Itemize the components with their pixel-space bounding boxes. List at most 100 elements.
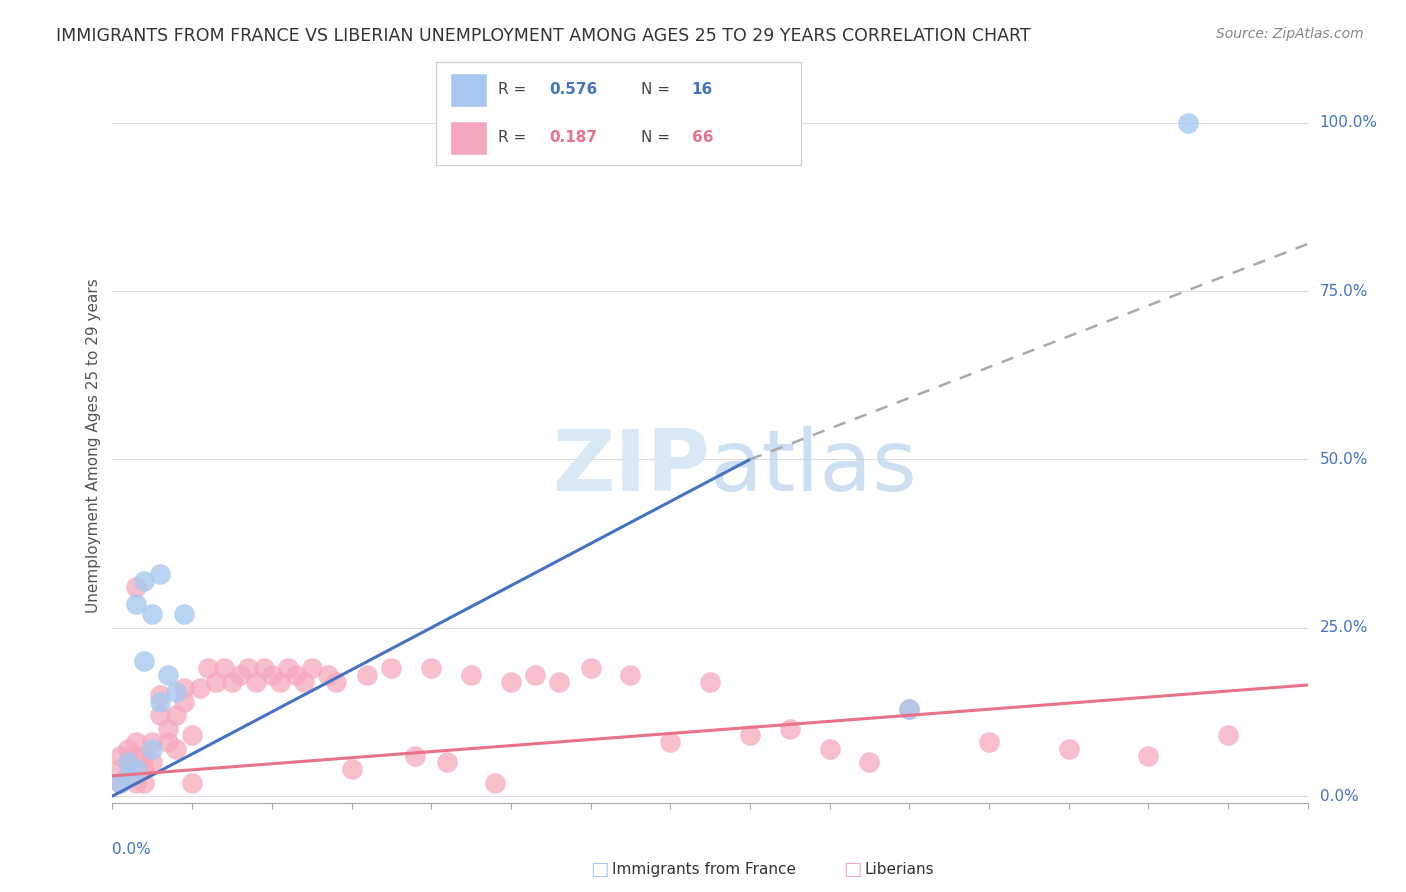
Point	[260, 668, 283, 682]
Point	[125, 597, 148, 611]
Point	[269, 674, 291, 689]
Point	[1216, 729, 1239, 743]
Bar	[450, 73, 486, 106]
Point	[173, 681, 195, 696]
Point	[117, 769, 139, 783]
Text: R =: R =	[498, 130, 526, 145]
Point	[460, 668, 482, 682]
Point	[134, 775, 156, 789]
Point	[125, 748, 148, 763]
Point	[141, 742, 163, 756]
Point	[110, 775, 132, 789]
Text: IMMIGRANTS FROM FRANCE VS LIBERIAN UNEMPLOYMENT AMONG AGES 25 TO 29 YEARS CORREL: IMMIGRANTS FROM FRANCE VS LIBERIAN UNEMP…	[56, 27, 1031, 45]
Point	[221, 674, 243, 689]
Point	[245, 674, 267, 689]
Point	[738, 729, 761, 743]
Text: Immigrants from France: Immigrants from France	[612, 863, 796, 877]
Text: 75.0%: 75.0%	[1319, 284, 1368, 299]
Point	[165, 708, 187, 723]
Point	[134, 748, 156, 763]
Text: 16: 16	[692, 81, 713, 96]
Point	[699, 674, 721, 689]
Point	[316, 668, 339, 682]
Point	[149, 688, 172, 702]
Text: N =: N =	[641, 130, 669, 145]
Point	[157, 668, 180, 682]
Point	[117, 742, 139, 756]
Point	[340, 762, 363, 776]
Text: R =: R =	[498, 81, 526, 96]
Point	[149, 708, 172, 723]
Point	[229, 668, 252, 682]
Text: 0.0%: 0.0%	[1319, 789, 1358, 804]
Text: Source: ZipAtlas.com: Source: ZipAtlas.com	[1216, 27, 1364, 41]
Point	[898, 701, 921, 715]
Bar	[450, 121, 486, 155]
Point	[181, 775, 204, 789]
Text: Liberians: Liberians	[865, 863, 935, 877]
Point	[1057, 742, 1080, 756]
Point	[292, 674, 315, 689]
Point	[253, 661, 276, 675]
Point	[173, 607, 195, 622]
Text: N =: N =	[641, 81, 669, 96]
Text: 0.576: 0.576	[550, 81, 598, 96]
Point	[484, 775, 506, 789]
Point	[110, 775, 132, 789]
Text: 50.0%: 50.0%	[1319, 452, 1368, 467]
Text: 66: 66	[692, 130, 713, 145]
Point	[356, 668, 378, 682]
Point	[157, 735, 180, 749]
Point	[619, 668, 641, 682]
Point	[117, 769, 139, 783]
Point	[181, 729, 204, 743]
Point	[134, 574, 156, 588]
Point	[141, 756, 163, 770]
Text: □: □	[844, 860, 862, 880]
Point	[420, 661, 443, 675]
Text: 100.0%: 100.0%	[1319, 115, 1378, 130]
Point	[157, 722, 180, 736]
Point	[499, 674, 522, 689]
Y-axis label: Unemployment Among Ages 25 to 29 years: Unemployment Among Ages 25 to 29 years	[86, 278, 101, 614]
Point	[404, 748, 426, 763]
Point	[436, 756, 458, 770]
Point	[1137, 748, 1160, 763]
Point	[523, 668, 546, 682]
Point	[212, 661, 235, 675]
Point	[205, 674, 228, 689]
Point	[898, 701, 921, 715]
Point	[818, 742, 841, 756]
Point	[125, 762, 148, 776]
Point	[134, 655, 156, 669]
Point	[579, 661, 602, 675]
Text: □: □	[591, 860, 609, 880]
Point	[117, 756, 139, 770]
Point	[858, 756, 880, 770]
Text: ZIP: ZIP	[553, 425, 710, 509]
Point	[659, 735, 682, 749]
Point	[110, 762, 132, 776]
Point	[165, 684, 187, 698]
Point	[141, 735, 163, 749]
Point	[149, 566, 172, 581]
Point	[977, 735, 1000, 749]
Text: 0.187: 0.187	[550, 130, 598, 145]
Text: 25.0%: 25.0%	[1319, 620, 1368, 635]
Point	[125, 735, 148, 749]
Point	[165, 742, 187, 756]
Point	[173, 695, 195, 709]
Point	[284, 668, 307, 682]
Point	[188, 681, 211, 696]
Point	[134, 762, 156, 776]
Point	[236, 661, 259, 675]
Point	[1177, 116, 1199, 130]
Point	[380, 661, 402, 675]
Point	[301, 661, 323, 675]
Point	[141, 607, 163, 622]
Point	[277, 661, 299, 675]
Point	[125, 775, 148, 789]
Text: 0.0%: 0.0%	[112, 842, 152, 857]
Point	[117, 756, 139, 770]
Point	[547, 674, 569, 689]
